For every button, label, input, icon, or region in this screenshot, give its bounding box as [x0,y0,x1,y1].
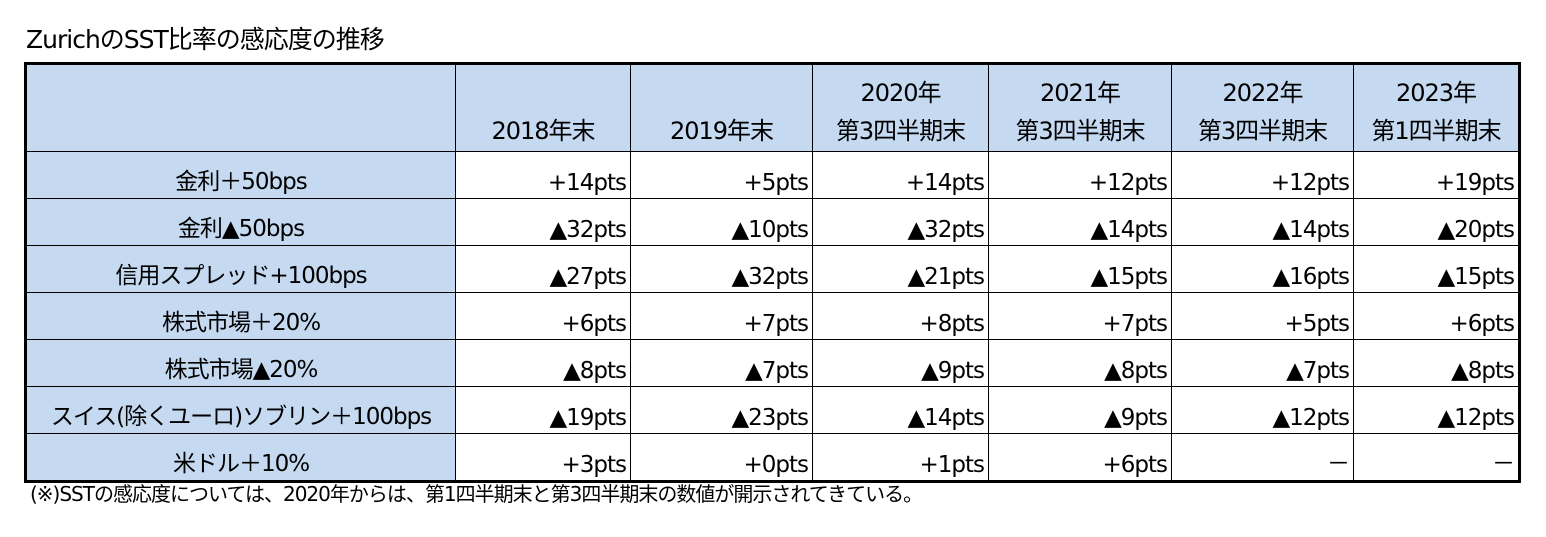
column-header-line2: 第3四半期末 [1015,117,1145,145]
column-header: 2018年末 [455,63,631,152]
column-header-line1: 2020年 [860,79,941,107]
table-cell: ▲8pts [1353,339,1520,387]
table-row: スイス(除くユーロ)ソブリン＋100bps ▲19pts ▲23pts ▲14p… [25,386,1520,434]
column-header: 2022年第3四半期末 [1171,63,1354,152]
table-cell: ▲23pts [630,386,813,434]
footnote: (※)SSTの感応度については、2020年からは、第1四半期末と第3四半期末の数… [30,482,923,506]
column-header-line2: 第3四半期末 [1197,117,1328,145]
table-cell: ▲16pts [1171,245,1354,293]
header-row: 2018年末 2019年末 2020年第3四半期末 2021年第3四半期末 20… [25,63,1520,152]
table-cell: ▲10pts [630,198,813,246]
row-label: 金利▲50bps [25,198,456,246]
column-header-line2: 2018年末 [491,117,595,145]
table-cell: +7pts [988,292,1172,340]
table-cell: +0pts [630,433,813,482]
corner-cell [25,63,456,152]
table-cell: ▲9pts [988,386,1172,434]
table-row: 米ドル＋10% +3pts +0pts +1pts +6pts － － [25,433,1520,482]
table-row: 金利▲50bps ▲32pts ▲10pts ▲32pts ▲14pts ▲14… [25,198,1520,246]
table-cell: ▲14pts [1171,198,1354,246]
table-cell: ▲8pts [988,339,1172,387]
table-cell: ▲19pts [455,386,631,434]
table-cell: － [1353,433,1520,482]
column-header-line2: 第1四半期末 [1371,117,1501,145]
column-header: 2021年第3四半期末 [988,63,1172,152]
table-cell: ▲32pts [630,245,813,293]
column-header: 2023年第1四半期末 [1353,63,1520,152]
table-cell: ▲14pts [812,386,989,434]
sensitivity-table: 2018年末 2019年末 2020年第3四半期末 2021年第3四半期末 20… [24,62,1521,483]
row-label: スイス(除くユーロ)ソブリン＋100bps [25,386,456,434]
table-cell: +12pts [1171,151,1354,199]
table-cell: ▲8pts [455,339,631,387]
table-cell: +8pts [812,292,989,340]
table-cell: ▲15pts [1353,245,1520,293]
row-label: 金利＋50bps [25,151,456,199]
table-cell: ▲7pts [1171,339,1354,387]
table-row: 株式市場▲20% ▲8pts ▲7pts ▲9pts ▲8pts ▲7pts ▲… [25,339,1520,387]
row-label: 米ドル＋10% [25,433,456,482]
column-header-line1: 2021年 [1039,79,1121,107]
table-cell: +7pts [630,292,813,340]
table-title: ZurichのSST比率の感応度の推移 [26,25,385,54]
table-cell: +3pts [455,433,631,482]
table-cell: ▲12pts [1353,386,1520,434]
row-label: 信用スプレッド+100bps [25,245,456,293]
table-cell: ▲7pts [630,339,813,387]
column-header-line2: 第3四半期末 [835,117,966,145]
table-cell: ▲15pts [988,245,1172,293]
table-cell: ▲32pts [455,198,631,246]
column-header: 2020年第3四半期末 [812,63,989,152]
table-cell: － [1171,433,1354,482]
table-cell: +5pts [630,151,813,199]
table-cell: +19pts [1353,151,1520,199]
row-label: 株式市場＋20% [25,292,456,340]
table-cell: ▲27pts [455,245,631,293]
table-cell: ▲9pts [812,339,989,387]
row-label: 株式市場▲20% [25,339,456,387]
table-cell: ▲32pts [812,198,989,246]
table-row: 信用スプレッド+100bps ▲27pts ▲32pts ▲21pts ▲15p… [25,245,1520,293]
table-cell: ▲20pts [1353,198,1520,246]
table-cell: +14pts [455,151,631,199]
column-header-line1: 2022年 [1222,79,1303,107]
table-cell: +12pts [988,151,1172,199]
table-cell: +6pts [988,433,1172,482]
table-cell: +1pts [812,433,989,482]
table-cell: +14pts [812,151,989,199]
table-cell: ▲21pts [812,245,989,293]
table-row: 株式市場＋20% +6pts +7pts +8pts +7pts +5pts +… [25,292,1520,340]
column-header: 2019年末 [630,63,813,152]
table-cell: +5pts [1171,292,1354,340]
table-row: 金利＋50bps +14pts +5pts +14pts +12pts +12p… [25,151,1520,199]
table-cell: +6pts [455,292,631,340]
table-cell: +6pts [1353,292,1520,340]
table-cell: ▲12pts [1171,386,1354,434]
table-cell: ▲14pts [988,198,1172,246]
column-header-line1: 2023年 [1395,79,1477,107]
column-header-line2: 2019年末 [669,117,774,145]
